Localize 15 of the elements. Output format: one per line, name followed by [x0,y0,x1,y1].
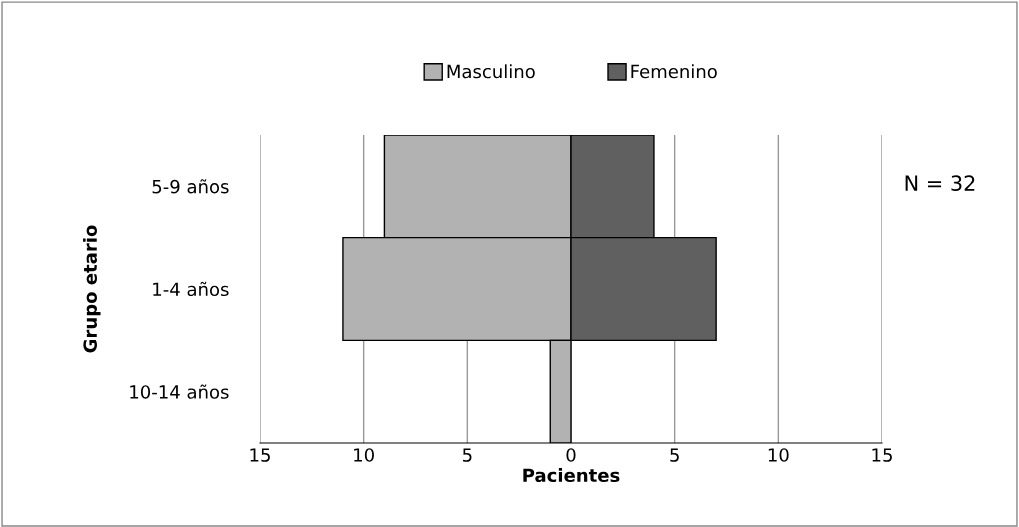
x-tick-label: 5 [462,448,472,462]
x-tick-label: 15 [872,448,892,462]
x-tick-label: 5 [670,448,679,462]
y-tick-label: 5-9 años [152,179,229,194]
x-axis-title: Pacientes [523,468,620,483]
legend-label: Masculino [447,64,535,79]
x-tick-label: 0 [566,448,576,462]
text: N = 32 [905,175,975,192]
y-tick-label: 1-4 años [153,281,229,297]
legend-label: Femenino [631,64,717,79]
x-tick-label: 15 [250,448,270,462]
x-tick-label: 10 [354,448,374,462]
y-tick-label: 10-14 años [130,384,229,399]
x-tick-label: 10 [768,448,789,462]
y-axis-title: Grupo etario [83,225,101,353]
